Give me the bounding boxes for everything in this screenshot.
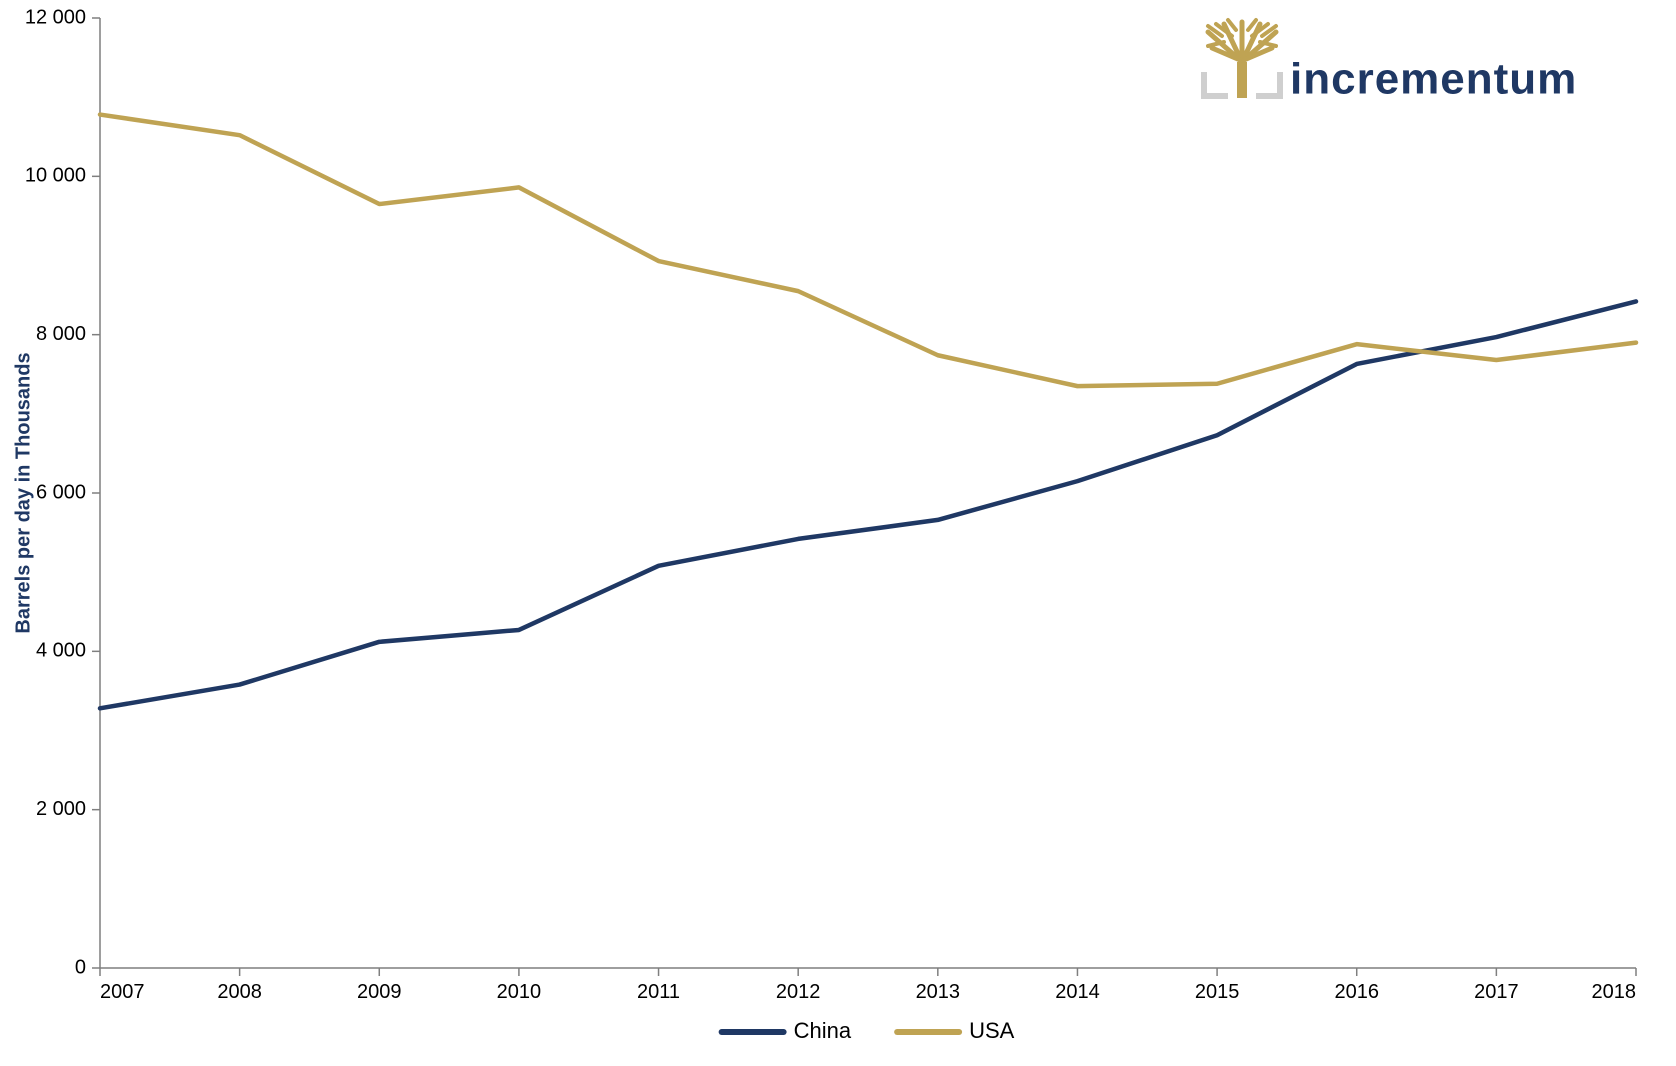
x-tick-label: 2011	[637, 981, 680, 1003]
x-tick-label: 2012	[776, 981, 821, 1003]
legend-label-usa: USA	[969, 1018, 1015, 1043]
x-tick-label: 2018	[1592, 981, 1637, 1003]
x-tick-label: 2013	[916, 981, 961, 1003]
x-tick-label: 2015	[1195, 981, 1240, 1003]
y-tick-label: 0	[75, 956, 86, 978]
logo-text: incrementum	[1290, 55, 1577, 104]
x-tick-label: 2007	[100, 981, 145, 1003]
y-axis-label: Barrels per day in Thousands	[12, 352, 34, 633]
y-tick-label: 10 000	[25, 165, 86, 187]
x-tick-label: 2016	[1334, 981, 1379, 1003]
logo-trunk	[1237, 62, 1247, 98]
chart-container: 0 2 000 4 000 6 000 8 000 10 000 12 000 2007 200…	[0, 0, 1676, 1066]
x-tick-label: 2010	[497, 981, 542, 1003]
y-tick-label: 8 000	[36, 323, 86, 345]
x-tick-label: 2014	[1055, 981, 1100, 1003]
y-tick-label: 6 000	[36, 481, 86, 503]
y-tick-label: 12 000	[25, 6, 86, 28]
x-tick-label: 2009	[357, 981, 402, 1003]
x-tick-label: 2017	[1474, 981, 1519, 1003]
y-tick-label: 4 000	[36, 640, 86, 662]
y-tick-label: 2 000	[36, 798, 86, 820]
legend-label-china: China	[794, 1018, 852, 1043]
line-chart: 0 2 000 4 000 6 000 8 000 10 000 12 000 2007 200…	[0, 0, 1676, 1066]
x-tick-label: 2008	[217, 981, 262, 1003]
